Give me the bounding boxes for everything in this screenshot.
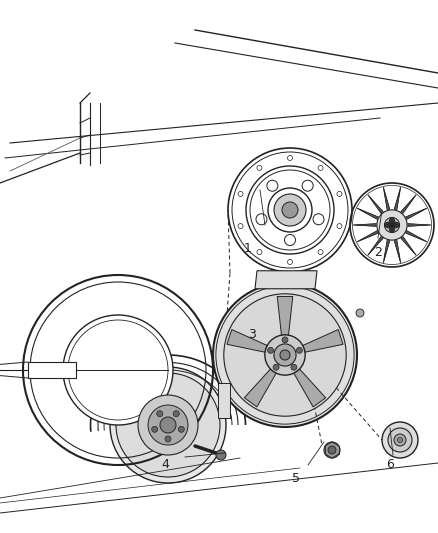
Circle shape — [382, 422, 418, 458]
Circle shape — [216, 286, 354, 424]
Polygon shape — [368, 237, 383, 255]
Circle shape — [356, 309, 364, 317]
Circle shape — [282, 202, 298, 218]
Circle shape — [318, 165, 323, 171]
Circle shape — [394, 434, 406, 446]
Polygon shape — [357, 231, 378, 242]
Polygon shape — [294, 369, 326, 407]
Polygon shape — [227, 329, 267, 352]
Circle shape — [324, 442, 340, 458]
Circle shape — [282, 337, 288, 343]
Circle shape — [148, 405, 188, 445]
Text: 4: 4 — [161, 458, 169, 472]
Polygon shape — [357, 208, 378, 219]
Circle shape — [116, 373, 220, 477]
Circle shape — [318, 249, 323, 255]
Polygon shape — [368, 195, 383, 213]
Circle shape — [274, 194, 306, 226]
Circle shape — [268, 348, 274, 353]
Polygon shape — [394, 187, 401, 210]
Polygon shape — [383, 240, 390, 263]
Polygon shape — [255, 271, 317, 289]
Polygon shape — [408, 224, 431, 227]
Circle shape — [238, 191, 243, 197]
FancyBboxPatch shape — [218, 383, 230, 418]
Circle shape — [393, 222, 399, 228]
Polygon shape — [353, 224, 376, 227]
Circle shape — [267, 180, 278, 191]
Circle shape — [224, 294, 346, 416]
Circle shape — [285, 235, 296, 246]
Circle shape — [274, 344, 296, 366]
Circle shape — [291, 364, 297, 370]
Polygon shape — [406, 208, 427, 219]
Text: 6: 6 — [386, 458, 394, 472]
Polygon shape — [401, 195, 416, 213]
Circle shape — [152, 426, 158, 432]
Circle shape — [302, 180, 313, 191]
Circle shape — [256, 214, 267, 225]
Circle shape — [157, 410, 163, 417]
Circle shape — [238, 223, 243, 229]
Circle shape — [257, 249, 262, 255]
Circle shape — [287, 260, 293, 264]
Polygon shape — [303, 329, 343, 352]
Circle shape — [385, 217, 399, 232]
Circle shape — [216, 450, 226, 460]
Circle shape — [287, 156, 293, 160]
Circle shape — [389, 227, 395, 232]
Circle shape — [389, 218, 395, 224]
Circle shape — [265, 335, 305, 375]
Text: 2: 2 — [374, 246, 382, 260]
Circle shape — [213, 283, 357, 427]
Circle shape — [388, 428, 412, 452]
Circle shape — [377, 210, 407, 240]
Circle shape — [273, 364, 279, 370]
Circle shape — [68, 320, 168, 420]
Circle shape — [337, 191, 342, 197]
Circle shape — [110, 367, 226, 483]
Polygon shape — [383, 187, 390, 210]
Circle shape — [257, 165, 262, 171]
Circle shape — [385, 222, 391, 228]
Circle shape — [390, 223, 394, 227]
Circle shape — [280, 350, 290, 360]
Circle shape — [313, 214, 324, 225]
Circle shape — [160, 417, 176, 433]
Text: 3: 3 — [248, 328, 256, 342]
Polygon shape — [244, 369, 276, 407]
Circle shape — [337, 223, 342, 229]
Circle shape — [297, 348, 302, 353]
Circle shape — [165, 436, 171, 442]
Circle shape — [328, 446, 336, 454]
Polygon shape — [277, 296, 293, 335]
Text: 1: 1 — [244, 241, 252, 254]
Polygon shape — [401, 237, 416, 255]
Circle shape — [178, 426, 184, 432]
Circle shape — [173, 410, 179, 417]
FancyBboxPatch shape — [28, 362, 76, 378]
Polygon shape — [406, 231, 427, 242]
Circle shape — [398, 438, 403, 442]
Polygon shape — [394, 240, 401, 263]
Circle shape — [138, 395, 198, 455]
Text: 5: 5 — [292, 472, 300, 484]
Circle shape — [63, 315, 173, 425]
